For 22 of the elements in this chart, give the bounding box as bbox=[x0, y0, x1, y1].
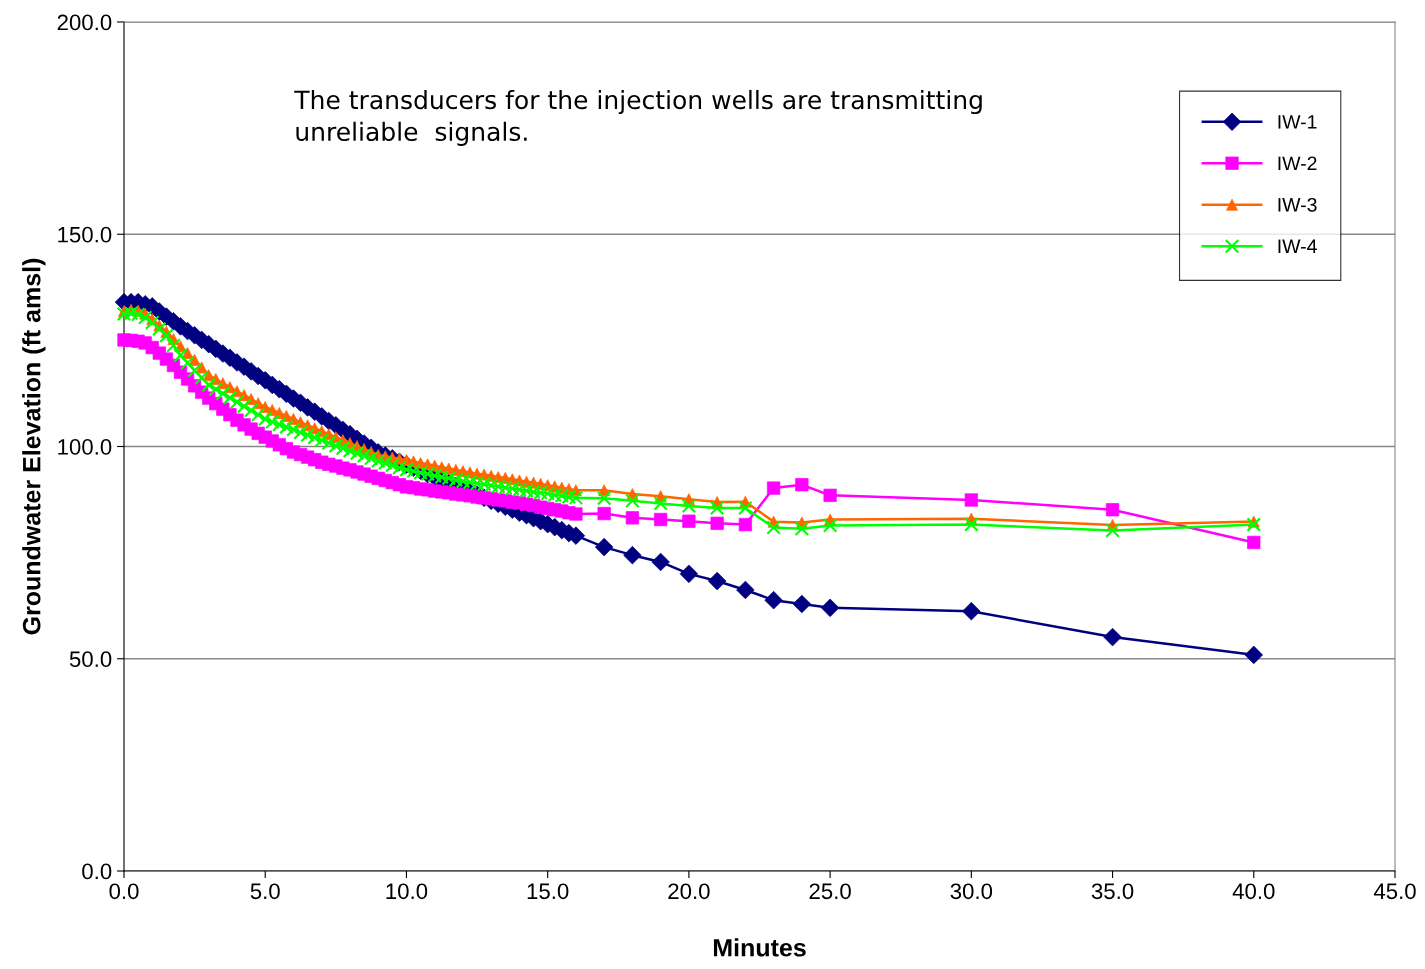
y-tick-label: 200.0 bbox=[57, 14, 112, 31]
x-tick-label: 5.0 bbox=[250, 883, 280, 900]
x-tick-label: 15.0 bbox=[527, 883, 569, 900]
x-tick-label: 40.0 bbox=[1232, 883, 1275, 900]
x-tick-label: 20.0 bbox=[668, 883, 710, 900]
legend-label: IW-2 bbox=[1278, 156, 1317, 171]
x-tick-label: 25.0 bbox=[809, 883, 851, 900]
y-tick-label: 150.0 bbox=[58, 226, 112, 243]
y-tick-label: 50.0 bbox=[69, 651, 112, 668]
x-tick-label: 30.0 bbox=[950, 883, 993, 900]
x-axis-title: Minutes bbox=[713, 938, 806, 957]
y-tick-label: 100.0 bbox=[58, 439, 112, 455]
y-axis-title: Groundwater Elevation (ft amsl) bbox=[22, 258, 46, 635]
x-tick-label: 0.0 bbox=[109, 883, 139, 900]
legend-label: IW-3 bbox=[1278, 197, 1317, 212]
x-tick-label: 35.0 bbox=[1091, 883, 1134, 900]
x-tick-label: 10.0 bbox=[386, 883, 428, 900]
legend-label: IW-1 bbox=[1278, 115, 1317, 129]
x-tick-label: 45.0 bbox=[1373, 883, 1416, 900]
annotation: The transducers for the injection wells are transmitting unreliable signals. bbox=[294, 89, 982, 146]
legend-label: IW-4 bbox=[1278, 239, 1317, 253]
y-tick-label: 0.0 bbox=[82, 863, 112, 880]
